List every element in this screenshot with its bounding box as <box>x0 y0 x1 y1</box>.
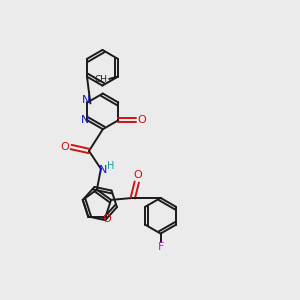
Text: O: O <box>138 115 146 125</box>
Text: CH₃: CH₃ <box>95 75 111 84</box>
Text: N: N <box>82 95 91 106</box>
Text: O: O <box>102 214 111 224</box>
Text: O: O <box>61 142 70 152</box>
Text: H: H <box>107 161 115 171</box>
Text: N: N <box>99 165 107 175</box>
Text: N: N <box>81 115 90 125</box>
Text: O: O <box>134 170 142 180</box>
Text: F: F <box>158 242 164 253</box>
